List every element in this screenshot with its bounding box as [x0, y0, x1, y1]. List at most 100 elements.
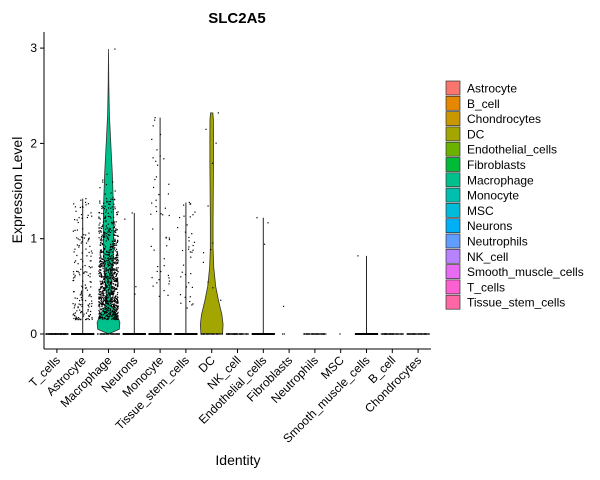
data-point [186, 224, 188, 226]
data-point [88, 251, 90, 254]
data-point [117, 333, 120, 335]
data-point [103, 280, 106, 283]
data-point [409, 333, 411, 335]
legend-key [445, 233, 461, 249]
data-point [74, 276, 76, 278]
data-point [85, 242, 88, 244]
data-point [402, 333, 404, 335]
data-point [188, 282, 190, 284]
data-point [104, 313, 106, 315]
data-point [110, 286, 112, 288]
data-point [109, 258, 111, 260]
data-point [283, 333, 285, 335]
data-point [111, 318, 114, 320]
data-point [114, 283, 116, 285]
data-point [99, 227, 101, 229]
violin-msc [339, 333, 341, 335]
data-point [104, 308, 106, 311]
data-point [97, 333, 99, 335]
data-point [110, 274, 112, 276]
data-point [79, 206, 81, 209]
data-point [108, 307, 110, 309]
data-point [202, 252, 205, 254]
data-point [101, 207, 103, 210]
data-point [158, 279, 160, 281]
data-point [105, 250, 108, 252]
data-point [111, 274, 114, 276]
data-point [107, 281, 109, 283]
data-point [104, 274, 106, 277]
data-point [112, 251, 114, 253]
data-point [215, 333, 217, 335]
data-point [111, 263, 113, 265]
data-point [149, 333, 151, 335]
data-point [113, 234, 116, 236]
data-point [115, 248, 118, 250]
data-point [104, 217, 106, 219]
data-point [102, 290, 104, 292]
data-point [109, 264, 111, 266]
data-point [155, 176, 158, 178]
data-point [212, 287, 214, 289]
data-point [113, 306, 116, 308]
data-point [111, 314, 114, 316]
y-axis: 0 1 2 3 [30, 32, 45, 349]
data-point [110, 299, 112, 301]
data-point [115, 281, 117, 283]
data-point [116, 317, 118, 319]
data-point [115, 267, 118, 269]
data-point [183, 204, 185, 206]
data-point [87, 238, 90, 240]
data-point [116, 306, 118, 308]
data-point [110, 192, 112, 194]
data-point [81, 287, 84, 289]
data-point [99, 230, 101, 232]
data-point [168, 280, 171, 282]
data-point [115, 317, 117, 319]
data-point [114, 316, 116, 318]
data-point [103, 298, 105, 300]
data-point [109, 227, 111, 229]
plot-area [45, 48, 430, 335]
data-point [422, 333, 424, 335]
data-point [99, 315, 101, 317]
data-point [80, 292, 83, 294]
data-point [108, 264, 110, 266]
data-point [99, 333, 101, 335]
data-point [98, 227, 100, 229]
data-point [101, 261, 103, 263]
data-point [85, 318, 87, 321]
data-point [107, 291, 109, 293]
legend-label: Chondrocytes [467, 112, 541, 126]
violin-dc [199, 112, 224, 335]
data-point [104, 232, 106, 234]
data-point [103, 247, 105, 249]
data-point [112, 294, 115, 296]
data-point [114, 271, 116, 274]
violin-t-cells [45, 333, 69, 335]
data-point [85, 312, 88, 314]
data-point [98, 303, 100, 305]
data-point [99, 296, 101, 299]
data-point [90, 286, 92, 288]
data-point [105, 268, 107, 270]
data-point [400, 333, 402, 335]
data-point [113, 303, 115, 305]
data-point [117, 240, 119, 242]
data-point [100, 293, 102, 295]
data-point [52, 333, 54, 335]
data-point [109, 228, 111, 230]
data-point [88, 265, 90, 268]
data-point [83, 333, 86, 335]
data-point [82, 260, 84, 262]
data-point [112, 237, 115, 239]
data-point [78, 272, 80, 274]
data-point [133, 333, 136, 335]
data-point [99, 260, 101, 263]
data-point [303, 333, 306, 335]
data-point [116, 235, 119, 237]
data-point [186, 333, 188, 335]
data-point [85, 204, 87, 206]
data-point [117, 256, 119, 258]
data-point [104, 253, 106, 255]
